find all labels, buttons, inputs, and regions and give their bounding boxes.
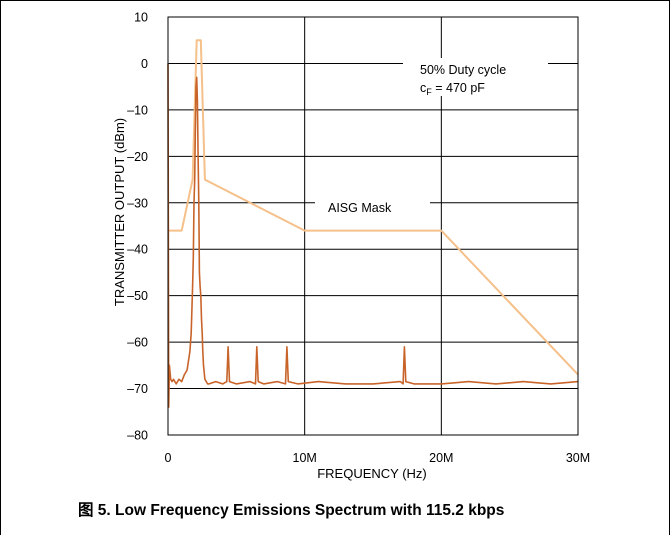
y-tick-label-7: –60	[127, 336, 148, 350]
aisg-mask-label: AISG Mask	[328, 201, 392, 215]
y-tick-label-5: –40	[127, 243, 148, 257]
plot-frame	[167, 16, 579, 436]
figure-caption: 图 5. Low Frequency Emissions Spectrum wi…	[78, 502, 505, 519]
y-tick-label-6: –50	[127, 289, 148, 303]
x-tick-label-0: 0	[165, 451, 172, 465]
y-tick-label-8: –70	[127, 382, 148, 396]
mask-label-annotation: AISG Mask	[315, 196, 430, 218]
x-tick-label-2: 20M	[429, 451, 453, 465]
series-layer	[167, 39, 579, 408]
tick-labels: 10 0 –10 –20 –30 –40 –50 –60 –70 –80 0 10M 20M 30M	[127, 11, 590, 466]
y-tick-label-0: 10	[134, 11, 148, 25]
y-tick-label-9: –80	[127, 429, 148, 443]
y-tick-label-3: –20	[127, 150, 148, 164]
y-tick-label-2: –10	[127, 103, 148, 117]
series-aisg-mask	[168, 39, 579, 376]
plot-border	[167, 16, 579, 436]
duty-cycle-annotation: 50% Duty cycle	[420, 63, 506, 77]
cf-annotation: cF = 470 pF	[420, 81, 485, 97]
x-tick-label-3: 30M	[566, 451, 590, 465]
y-axis-label: TRANSMITTER OUTPUT (dBm)	[112, 118, 127, 306]
series-spectrum	[167, 63, 579, 408]
legend-annotation: 50% Duty cycle cF = 470 pF	[403, 58, 548, 97]
x-axis-label: FREQUENCY (Hz)	[317, 466, 427, 481]
x-tick-label-1: 10M	[293, 451, 317, 465]
y-tick-label-4: –30	[127, 196, 148, 210]
y-tick-label-1: 0	[141, 57, 148, 71]
